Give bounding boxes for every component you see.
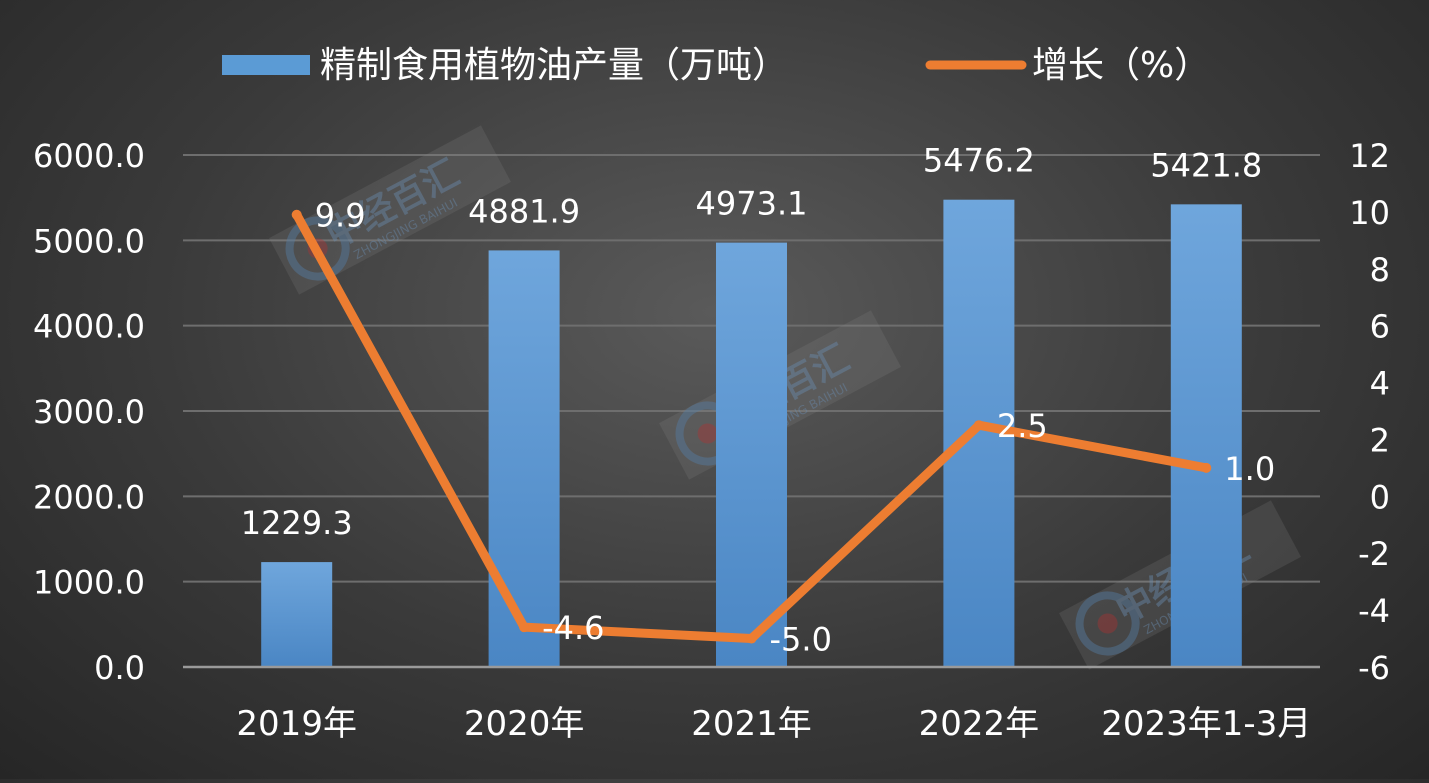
- growth-point: [973, 420, 984, 431]
- watermark-dot: [1097, 613, 1118, 634]
- bar-data-label: 1229.3: [241, 504, 353, 542]
- x-axis-tick: 2022年: [919, 704, 1040, 744]
- line-data-label: -5.0: [770, 621, 832, 659]
- left-axis-tick: 1000.0: [33, 564, 145, 602]
- right-axis-tick: -2: [1358, 535, 1390, 573]
- growth-point: [1201, 462, 1212, 473]
- right-axis-tick: 2: [1370, 421, 1390, 459]
- left-axis-tick: 3000.0: [33, 393, 145, 431]
- line-data-label: -4.6: [542, 609, 604, 647]
- left-axis-tick: 5000.0: [33, 222, 145, 260]
- right-axis-tick: 0: [1370, 478, 1390, 516]
- left-axis-tick: 4000.0: [33, 308, 145, 346]
- line-data-label: 2.5: [997, 407, 1048, 445]
- right-axis-tick: 4: [1370, 365, 1390, 403]
- watermark-band: [269, 125, 511, 295]
- bar-data-label: 4881.9: [468, 192, 580, 230]
- bar-data-label: 5476.2: [923, 142, 1035, 180]
- line-data-label: 1.0: [1224, 450, 1275, 488]
- bar: [261, 562, 333, 667]
- x-axis-tick: 2023年1-3月: [1101, 704, 1311, 744]
- right-axis-tick: 8: [1370, 251, 1390, 289]
- left-axis-tick: 0.0: [94, 649, 145, 687]
- watermark-dot: [697, 423, 718, 444]
- x-axis-tick: 2019年: [236, 704, 357, 744]
- growth-point: [746, 633, 757, 644]
- right-axis-tick: -4: [1358, 592, 1390, 630]
- right-axis-tick: 12: [1349, 137, 1390, 175]
- growth-point: [519, 622, 530, 633]
- line-data-label: 9.9: [315, 197, 366, 235]
- watermark-circle: [1075, 591, 1140, 656]
- right-axis-tick: 6: [1370, 308, 1390, 346]
- right-axis-tick: -6: [1358, 649, 1390, 687]
- x-axis-tick: 2021年: [691, 704, 812, 744]
- left-axis-tick: 2000.0: [33, 478, 145, 516]
- bar-data-label: 5421.8: [1150, 146, 1262, 184]
- bar: [488, 250, 560, 667]
- left-axis-tick: 6000.0: [33, 137, 145, 175]
- growth-point: [291, 209, 302, 220]
- legend-line-label: 增长（%）: [1032, 45, 1210, 86]
- bar: [716, 242, 787, 668]
- right-axis-tick: 10: [1349, 194, 1390, 232]
- legend-bar-label: 精制食用植物油产量（万吨）: [320, 45, 788, 86]
- bar: [1170, 204, 1242, 668]
- bar-data-label: 4973.1: [696, 185, 808, 223]
- legend-bar-swatch: [222, 55, 310, 75]
- x-axis-tick: 2020年: [464, 704, 585, 744]
